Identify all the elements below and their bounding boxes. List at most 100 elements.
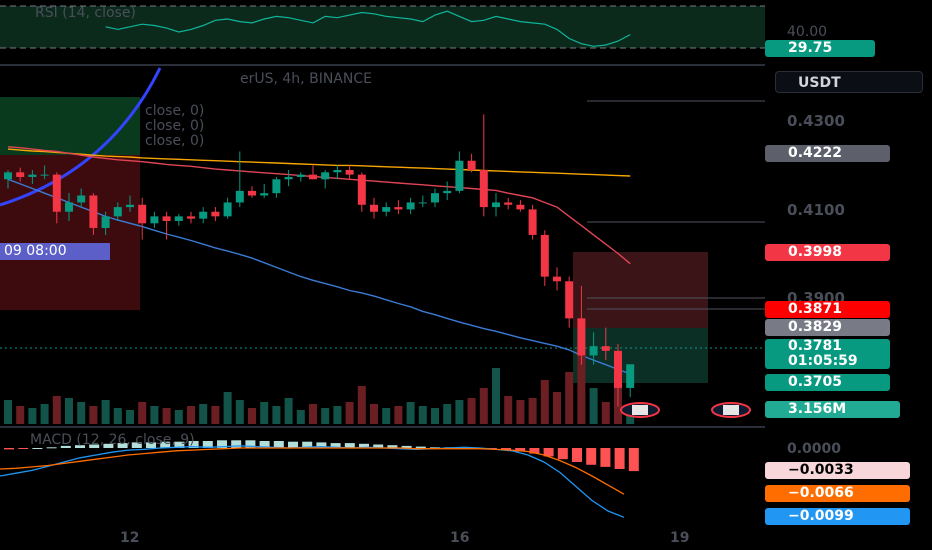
volume-bar [16,406,25,424]
candle-body [443,190,452,194]
candle-body [528,209,537,235]
candle-body [614,350,622,388]
left-profit-zone [0,97,140,155]
macd-histogram-bar [288,441,298,448]
macd-histogram-bar [75,445,85,448]
volume-bar [492,368,500,424]
axis-price-1: 0.4300 [787,112,845,130]
macd-histogram-bar [160,441,171,448]
last-price-tag: 0.3781 01:05:59 [765,339,890,369]
macd-histogram-bar [89,444,100,448]
volume-bar [565,372,574,424]
last-price-value: 0.3781 [788,338,843,354]
volume-bar [418,406,427,424]
macd-zero-label: 0.0000 [787,441,842,457]
volume-bar [199,404,208,424]
macd-histogram-bar [430,447,440,449]
volume-bar [321,408,330,424]
candle-body [248,190,256,196]
ema-label-3: close, 0) [145,133,205,149]
volume-bar [272,406,281,424]
volume-bar [589,388,598,424]
candle-body [601,346,610,351]
macd-histogram-bar [117,443,128,448]
volume-bar [431,408,439,424]
candle-body [626,364,635,388]
volume-bar [260,402,269,424]
volume-bar [174,410,183,424]
candle-body [126,204,134,208]
candle-body [223,202,232,217]
macd-histogram-bar [529,448,540,454]
candle-body [187,216,195,219]
macd-histogram-bar [387,445,398,448]
ema-label-1: close, 0) [145,103,205,119]
volume-bar [345,402,354,424]
macd-histogram-bar [174,441,185,448]
macd-signal-line [0,447,625,495]
currency-button[interactable]: USDT [775,71,923,93]
volume-bar [101,400,110,424]
volume-bar [138,402,147,424]
volume-bar [162,408,171,424]
candle-body [516,204,525,210]
candle-body [565,281,574,319]
macd-histogram-bar [131,442,142,448]
macd-histogram-bar [231,440,242,448]
short-target-zone [573,328,708,383]
candle-body [540,234,549,277]
ema-blue-line [7,178,631,375]
macd-histogram-bar [330,443,341,448]
target-tag: 0.3705 [765,374,890,391]
candle-body [150,216,159,224]
candle-body [321,172,330,180]
macd-hist-tag: −0.0033 [765,462,910,479]
macd-histogram-bar [46,447,57,449]
candle-body [382,207,391,212]
candle-body [455,160,464,191]
volume-bar [113,408,122,424]
volume-bar [211,406,220,424]
volume-bar [65,398,73,424]
volume-bar [235,400,244,424]
candle-body [284,176,293,180]
volume-bar [89,406,98,424]
volume-bar [540,380,549,424]
candle-body [101,216,110,228]
stop-loss-tag: 0.3871 [765,301,890,318]
macd-histogram-bar [273,441,284,448]
event-flag-2-icon [723,405,739,415]
candle-body [333,170,342,173]
volume-tag: 3.156M [765,401,900,418]
candle-body [418,202,427,204]
candle-body [16,172,25,177]
candle-body [431,193,439,203]
short-stop-zone [573,252,708,328]
candle-body [479,170,488,208]
macd-histogram-bar [316,442,327,448]
rsi-level: 40.00 [787,24,828,40]
candle-body [235,190,244,203]
candle-body [4,172,12,180]
price-chart[interactable] [0,0,765,550]
entry-ref-tag: 0.3829 [765,319,890,336]
volume-bar [626,412,635,424]
symbol-info[interactable]: erUS, 4h, BINANCE [240,71,372,87]
candle-body [28,174,37,177]
volume-bar [248,408,256,424]
macd-histogram-bar [515,448,526,452]
time-label-19: 19 [670,530,690,546]
volume-bar [479,388,488,424]
volume-bar [455,400,464,424]
time-label-16: 16 [450,530,470,546]
volume-bar [504,396,513,424]
volume-bar [52,396,61,424]
ema-red-line [7,146,631,265]
macd-histogram-bar [302,441,313,448]
candle-body [89,195,98,228]
volume-bar [77,402,86,424]
price-axis[interactable]: 29.75 40.00 USDT 0.4300 0.4100 0.3900 0.… [765,0,932,550]
macd-histogram-bar [202,441,213,448]
candle-body [394,207,403,210]
